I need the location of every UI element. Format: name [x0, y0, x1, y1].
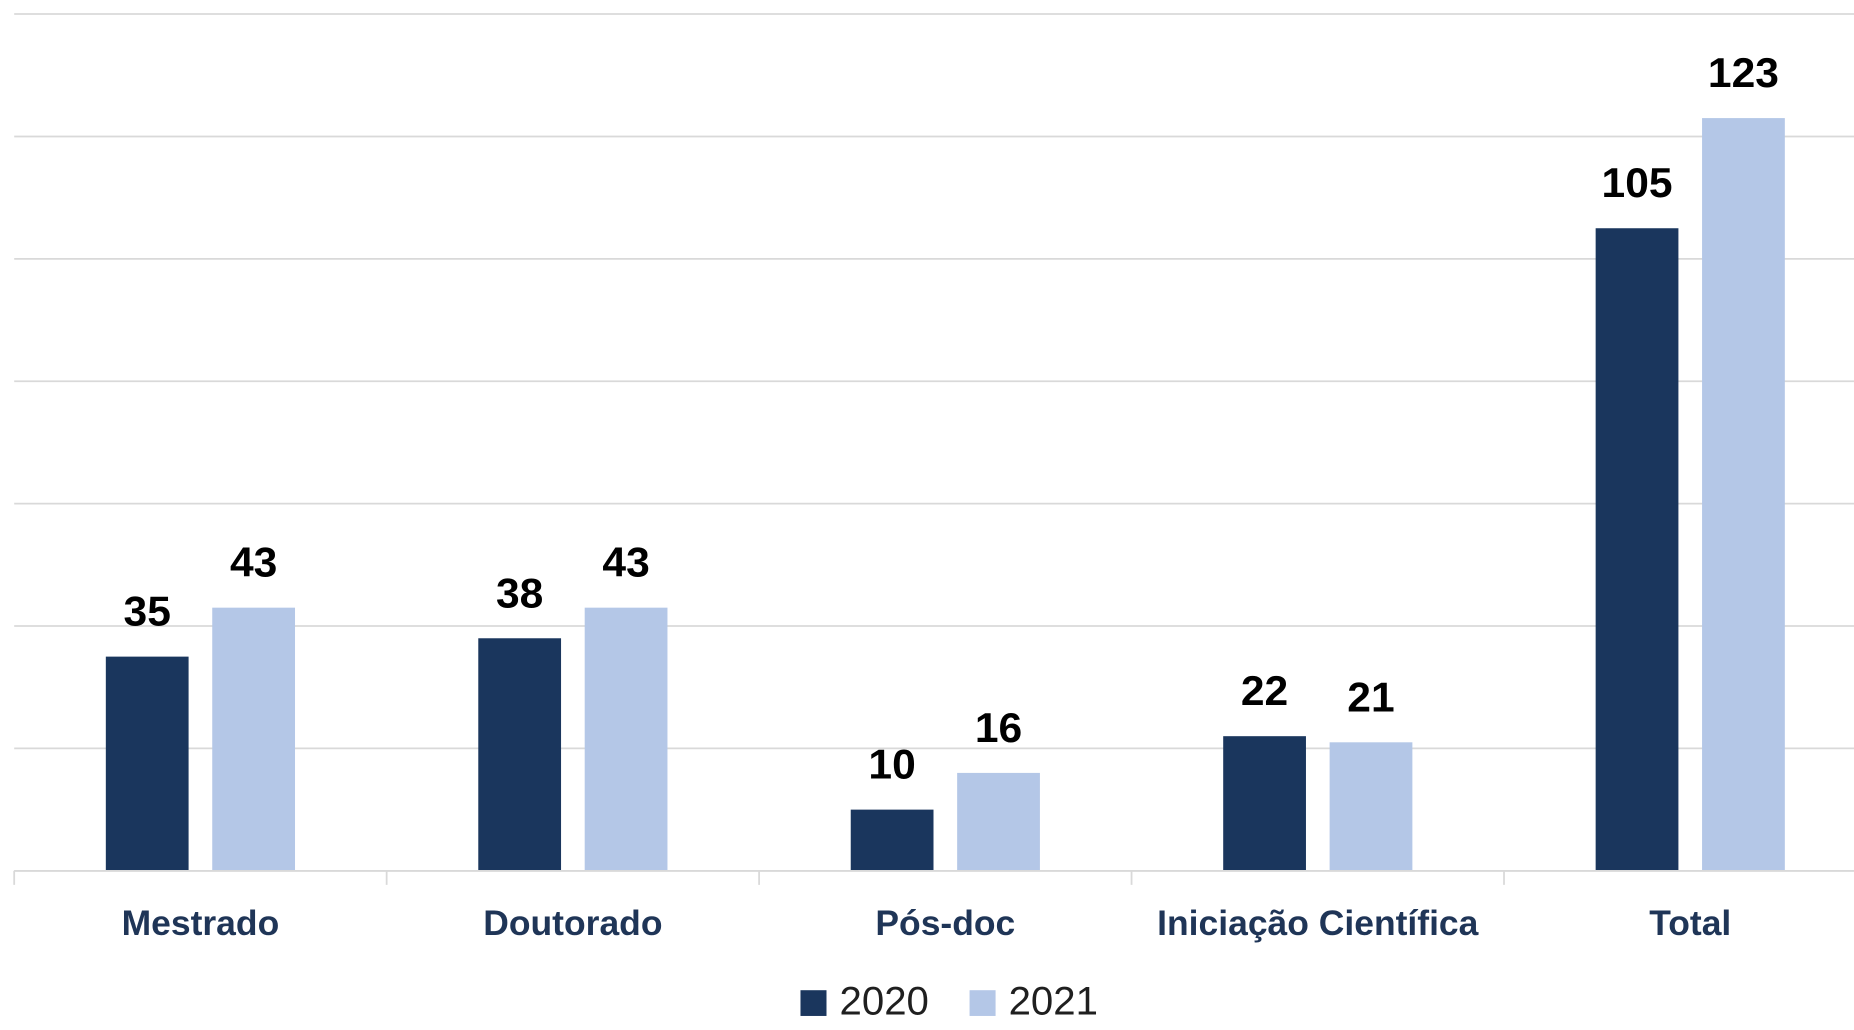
data-label: 43: [602, 539, 649, 586]
data-label: 21: [1347, 673, 1394, 720]
data-label: 38: [496, 569, 543, 616]
data-label: 123: [1708, 49, 1779, 96]
data-label: 16: [975, 704, 1022, 751]
data-label: 35: [124, 588, 171, 635]
x-tick-label: Pós-doc: [875, 904, 1015, 943]
bar: [1329, 742, 1413, 871]
x-tick-label: Doutorado: [483, 904, 662, 943]
bar: [850, 809, 934, 871]
data-label: 22: [1241, 667, 1288, 714]
bar: [1595, 228, 1679, 871]
x-tick-label: Total: [1649, 904, 1731, 943]
legend-swatch: [969, 990, 996, 1016]
legend-label: 2021: [1009, 980, 1098, 1024]
x-tick-label: Mestrado: [122, 904, 280, 943]
legend-swatch: [800, 990, 827, 1016]
legend-label: 2020: [840, 980, 929, 1024]
bar: [212, 607, 296, 871]
bar: [584, 607, 668, 871]
x-tick-label: Iniciação Científica: [1157, 904, 1479, 943]
bar: [1223, 736, 1306, 871]
bar: [105, 656, 189, 871]
bar: [478, 638, 562, 871]
data-label: 10: [868, 741, 915, 788]
data-label: 105: [1602, 159, 1673, 206]
data-label: 43: [230, 539, 277, 586]
bar: [1702, 118, 1785, 871]
bar: [957, 772, 1040, 871]
